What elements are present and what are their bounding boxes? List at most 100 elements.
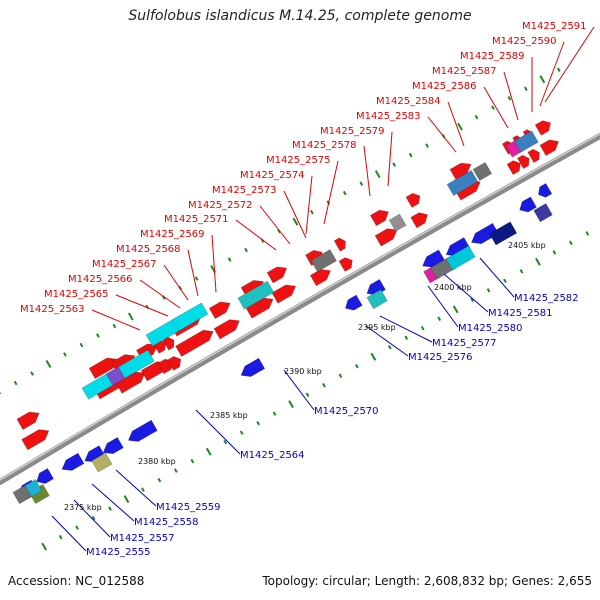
tick-mark — [227, 257, 232, 262]
tick-mark — [13, 380, 18, 386]
forward-leader-line — [163, 264, 189, 301]
tick-mark — [45, 360, 52, 368]
reverse-leader-line — [51, 515, 87, 552]
scale-label: 2405 kbp — [508, 241, 546, 250]
forward-gene-arrow — [21, 429, 50, 451]
tick-mark — [355, 364, 359, 369]
tick-marks-layer — [0, 67, 590, 551]
tick-mark — [556, 67, 561, 72]
forward-gene-arrow — [374, 228, 398, 247]
forward-gene-arrow — [213, 319, 240, 340]
tick-mark — [503, 278, 507, 284]
tick-mark — [404, 335, 409, 340]
backbone-line — [0, 133, 600, 485]
reverse-leader-line — [365, 325, 409, 357]
forward-leader-line — [283, 190, 307, 239]
gene-features-layer — [12, 120, 559, 505]
tick-mark — [256, 420, 261, 426]
forward-gene-arrow-outer — [16, 411, 40, 430]
tick-mark — [127, 312, 134, 321]
tick-mark — [425, 143, 429, 148]
reverse-leader-line — [195, 409, 241, 455]
reverse-leader-line — [479, 257, 515, 298]
gene-labels-layer: M1425_2563 M1425_2565 M1425_2566 M1425_2567… — [20, 21, 587, 558]
forward-leader-line — [387, 131, 393, 187]
tick-mark — [96, 333, 100, 338]
reverse-gene-label: M1425_2576 — [408, 352, 473, 363]
forward-gene-arrow-outer — [449, 162, 472, 181]
tick-mark — [392, 162, 397, 167]
forward-gene-arrow-outer — [405, 192, 421, 208]
forward-leader-line — [235, 219, 277, 251]
label-leader-lines — [51, 26, 595, 552]
forward-gene-label: M1425_2591 — [522, 21, 587, 32]
forward-gene-label: M1425_2584 — [376, 96, 441, 107]
reverse-gene-arrow — [519, 196, 537, 213]
reverse-feature-block — [489, 221, 518, 246]
forward-feature-block — [446, 169, 479, 197]
reverse-gene-label: M1425_2582 — [514, 293, 579, 304]
tick-mark — [535, 257, 541, 266]
tick-mark — [408, 152, 413, 158]
reverse-feature-block — [533, 203, 553, 223]
reverse-gene-arrow — [240, 357, 266, 377]
tick-mark — [310, 209, 314, 215]
reverse-gene-label: M1425_2577 — [432, 338, 497, 349]
tick-mark — [491, 105, 495, 110]
forward-gene-arrow-outer — [266, 266, 288, 284]
reverse-gene-label: M1425_2580 — [458, 323, 523, 334]
backbone-highlight — [0, 133, 600, 481]
genome-backbone — [0, 133, 600, 485]
tick-mark — [342, 190, 347, 196]
reverse-gene-label: M1425_2559 — [156, 502, 221, 513]
reverse-leader-line — [379, 315, 433, 343]
forward-feature-block — [171, 302, 209, 332]
forward-gene-arrow — [338, 257, 353, 272]
tick-mark — [58, 534, 63, 540]
tick-mark — [190, 458, 195, 464]
tick-mark — [292, 217, 299, 226]
tick-mark — [539, 75, 546, 84]
reverse-gene-label: M1425_2555 — [86, 547, 151, 558]
forward-gene-arrow-outer — [369, 209, 389, 227]
forward-leader-line — [427, 116, 457, 153]
forward-gene-label: M1425_2586 — [412, 81, 477, 92]
tick-mark — [108, 506, 112, 511]
tick-mark — [79, 342, 84, 348]
forward-gene-arrow — [410, 212, 428, 229]
tick-mark — [474, 114, 479, 120]
forward-gene-label: M1425_2566 — [68, 274, 133, 285]
forward-feature-block — [472, 161, 493, 182]
forward-feature-block — [310, 249, 337, 273]
forward-leader-line — [211, 234, 217, 293]
tick-mark — [519, 269, 524, 274]
forward-gene-label: M1425_2567 — [92, 259, 157, 270]
tick-mark — [277, 228, 281, 234]
forward-gene-arrow — [527, 148, 540, 164]
tick-mark — [470, 297, 474, 303]
forward-gene-label: M1425_2574 — [240, 170, 305, 181]
forward-gene-arrow — [506, 160, 521, 176]
tick-mark — [194, 276, 199, 281]
tick-mark — [486, 288, 491, 293]
scale-labels-layer: 2375 kbp 2380 kbp 2385 kbp 2390 kbp 2395 kbp… — [64, 241, 546, 512]
tick-mark — [41, 542, 48, 551]
forward-feature-block — [513, 130, 539, 153]
tick-mark — [0, 390, 2, 395]
tick-mark — [387, 345, 392, 350]
tick-mark — [305, 392, 310, 397]
tick-mark — [63, 352, 67, 357]
reverse-leader-line — [115, 469, 157, 507]
tick-mark — [91, 515, 96, 521]
forward-gene-label: M1425_2568 — [116, 244, 181, 255]
tick-mark — [30, 371, 34, 376]
tick-mark — [374, 170, 381, 179]
reverse-leader-line — [427, 285, 459, 328]
reverse-feature-block — [12, 485, 32, 505]
forward-feature-block — [117, 349, 155, 379]
reverse-gene-arrow — [127, 419, 158, 442]
tick-mark — [75, 525, 79, 530]
reverse-gene-arrow — [538, 182, 553, 198]
reverse-gene-arrow — [36, 468, 54, 484]
